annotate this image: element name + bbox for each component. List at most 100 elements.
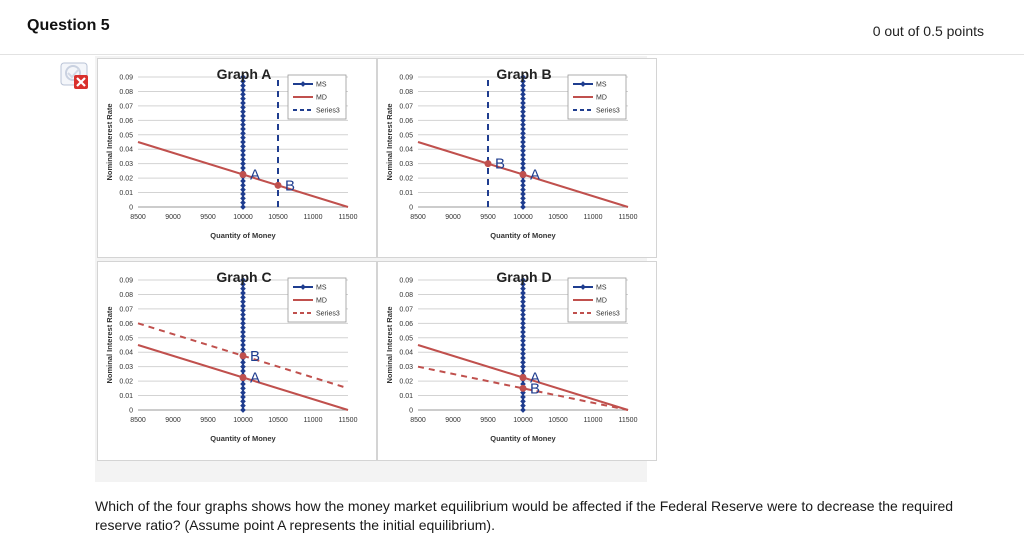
ms-marker: [520, 329, 526, 335]
ms-marker: [520, 294, 526, 301]
x-tick-label: 9000: [445, 214, 461, 221]
ms-marker: [520, 152, 526, 158]
y-tick-label: 0.05: [119, 335, 133, 342]
ms-marker: [520, 74, 526, 80]
ms-marker: [520, 139, 526, 145]
ms-marker: [520, 355, 526, 361]
x-tick-label: 9000: [165, 417, 181, 424]
ms-marker: [520, 143, 526, 150]
y-tick-label: 0: [129, 408, 133, 415]
y-axis-label: Nominal Interest Rate: [105, 306, 114, 383]
question-text: Which of the four graphs shows how the m…: [95, 498, 954, 533]
ms-marker: [240, 130, 246, 137]
ms-marker: [520, 337, 526, 344]
chart-3: 0 0.01 0.02 0.03 0.04 0.05 0.06 0.07 0.08 0.09 850…: [105, 269, 358, 443]
y-axis-label: Nominal Interest Rate: [385, 103, 394, 180]
ms-marker: [520, 350, 526, 357]
x-tick-label: 11500: [619, 214, 638, 221]
ms-marker: [520, 368, 526, 374]
y-tick-label: 0.04: [399, 147, 413, 154]
ms-marker: [240, 143, 246, 150]
legend-label: MS: [316, 285, 327, 292]
y-axis-label: Nominal Interest Rate: [105, 103, 114, 180]
x-tick-label: 10000: [513, 214, 533, 221]
ms-marker: [240, 398, 246, 405]
legend-label: Series3: [316, 311, 340, 318]
graph-d-panel: 0 0.01 0.02 0.03 0.04 0.05 0.06 0.07 0.08 0.09 850…: [377, 261, 657, 461]
ms-marker: [240, 204, 246, 210]
ms-marker: [520, 147, 526, 154]
ms-marker: [240, 126, 246, 132]
y-tick-label: 0.06: [119, 321, 133, 328]
series-series3-line: [137, 322, 349, 390]
x-tick-label: 11000: [584, 214, 603, 221]
x-tick-label: 10000: [233, 214, 253, 221]
ms-marker: [520, 113, 526, 119]
ms-marker: [240, 191, 246, 197]
point-a: [519, 374, 527, 381]
legend-marker: [580, 284, 586, 290]
ms-marker: [240, 199, 246, 206]
ms-marker: [520, 134, 526, 141]
y-tick-label: 0.07: [399, 306, 413, 313]
y-axis-label: Nominal Interest Rate: [385, 306, 394, 383]
y-tick-label: 0.05: [119, 132, 133, 139]
y-tick-label: 0.08: [119, 89, 133, 96]
legend-label: Series3: [596, 311, 620, 318]
x-tick-label: 9500: [200, 417, 216, 424]
y-tick-label: 0.03: [399, 161, 413, 168]
y-tick-label: 0.07: [399, 103, 413, 110]
ms-marker: [520, 298, 526, 305]
ms-marker: [240, 178, 246, 184]
x-tick-label: 10500: [268, 417, 288, 424]
y-tick-label: 0.07: [119, 103, 133, 110]
graph-b-panel: 0 0.01 0.02 0.03 0.04 0.05 0.06 0.07 0.08 0.09 850…: [377, 58, 657, 258]
x-tick-label: 9000: [445, 417, 461, 424]
ms-marker: [240, 121, 246, 128]
chart-title: Graph B: [496, 66, 551, 82]
point-b: [484, 160, 492, 168]
y-tick-label: 0.08: [399, 292, 413, 299]
point-label-b: B: [495, 156, 505, 173]
series-series3-line: [417, 365, 629, 411]
y-tick-label: 0.08: [399, 89, 413, 96]
ms-marker: [520, 160, 526, 167]
y-tick-label: 0.02: [399, 379, 413, 386]
y-tick-label: 0.01: [399, 190, 413, 197]
x-axis-label: Quantity of Money: [210, 434, 276, 443]
y-tick-label: 0.06: [399, 321, 413, 328]
x-tick-label: 11500: [619, 417, 638, 424]
point-a: [519, 171, 527, 178]
ms-marker: [520, 359, 526, 366]
y-tick-label: 0.01: [399, 393, 413, 400]
legend-label: MD: [596, 95, 607, 102]
x-tick-label: 8500: [410, 214, 426, 221]
ms-marker: [240, 147, 246, 154]
y-tick-label: 0.06: [119, 118, 133, 125]
x-tick-label: 11000: [304, 417, 323, 424]
ms-marker: [240, 134, 246, 141]
x-tick-label: 11500: [339, 417, 358, 424]
x-tick-label: 9500: [480, 214, 496, 221]
ms-marker: [240, 165, 246, 171]
answer-status: [56, 60, 92, 94]
ms-marker: [520, 363, 526, 370]
ms-marker: [520, 277, 526, 283]
x-tick-label: 9500: [480, 417, 496, 424]
ms-marker: [240, 139, 246, 145]
y-tick-label: 0.03: [119, 161, 133, 168]
y-tick-label: 0.02: [119, 379, 133, 386]
legend-label: Series3: [316, 108, 340, 115]
y-tick-label: 0: [409, 408, 413, 415]
y-tick-label: 0.03: [399, 364, 413, 371]
point-label-a: A: [250, 167, 260, 184]
ms-marker: [240, 381, 246, 387]
x-tick-label: 10000: [513, 417, 533, 424]
legend-label: MD: [316, 95, 327, 102]
ms-marker: [520, 178, 526, 184]
point-a: [239, 374, 247, 381]
ms-marker: [520, 117, 526, 124]
graph-a-panel: 0 0.01 0.02 0.03 0.04 0.05 0.06 0.07 0.08 0.09 850…: [97, 58, 377, 258]
ms-marker: [520, 333, 526, 340]
y-tick-label: 0.04: [399, 350, 413, 357]
